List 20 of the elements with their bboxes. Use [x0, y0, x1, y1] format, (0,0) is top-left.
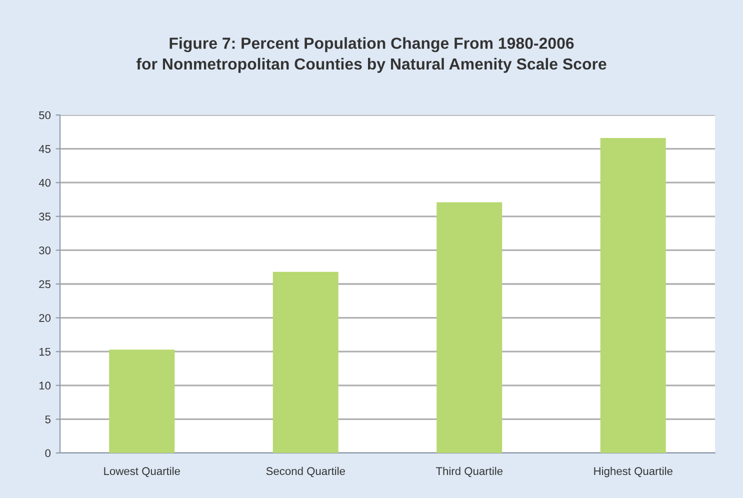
y-tick-label: 5: [45, 416, 51, 424]
bar: [600, 138, 666, 453]
y-tick-label: 50: [39, 111, 51, 120]
y-tick-label: 15: [39, 348, 51, 356]
bar: [272, 272, 338, 453]
y-tick-label: 30: [39, 246, 51, 254]
y-tick-label: 40: [38, 178, 51, 187]
chart-title: Figure 7: Percent Population Change From 1980-2006 for Nonmetropolitan Counties by Natural Amenity Scale Score: [136, 37, 606, 73]
x-tick-label: Second Quartile: [266, 466, 345, 478]
y-tick-label: 35: [39, 212, 51, 221]
y-tick-label: 20: [39, 314, 51, 322]
y-tick-label: 10: [39, 382, 51, 390]
x-tick-label: Third Quartile: [436, 466, 503, 478]
y-tick-label: 25: [39, 280, 51, 288]
x-tick-label: Lowest Quartile: [104, 466, 180, 478]
y-tick-label: 45: [38, 145, 51, 153]
bar: [436, 202, 502, 453]
y-tick-label: 0: [45, 449, 51, 458]
bar: [109, 350, 175, 453]
x-tick-label: Highest Quartile: [594, 466, 672, 478]
